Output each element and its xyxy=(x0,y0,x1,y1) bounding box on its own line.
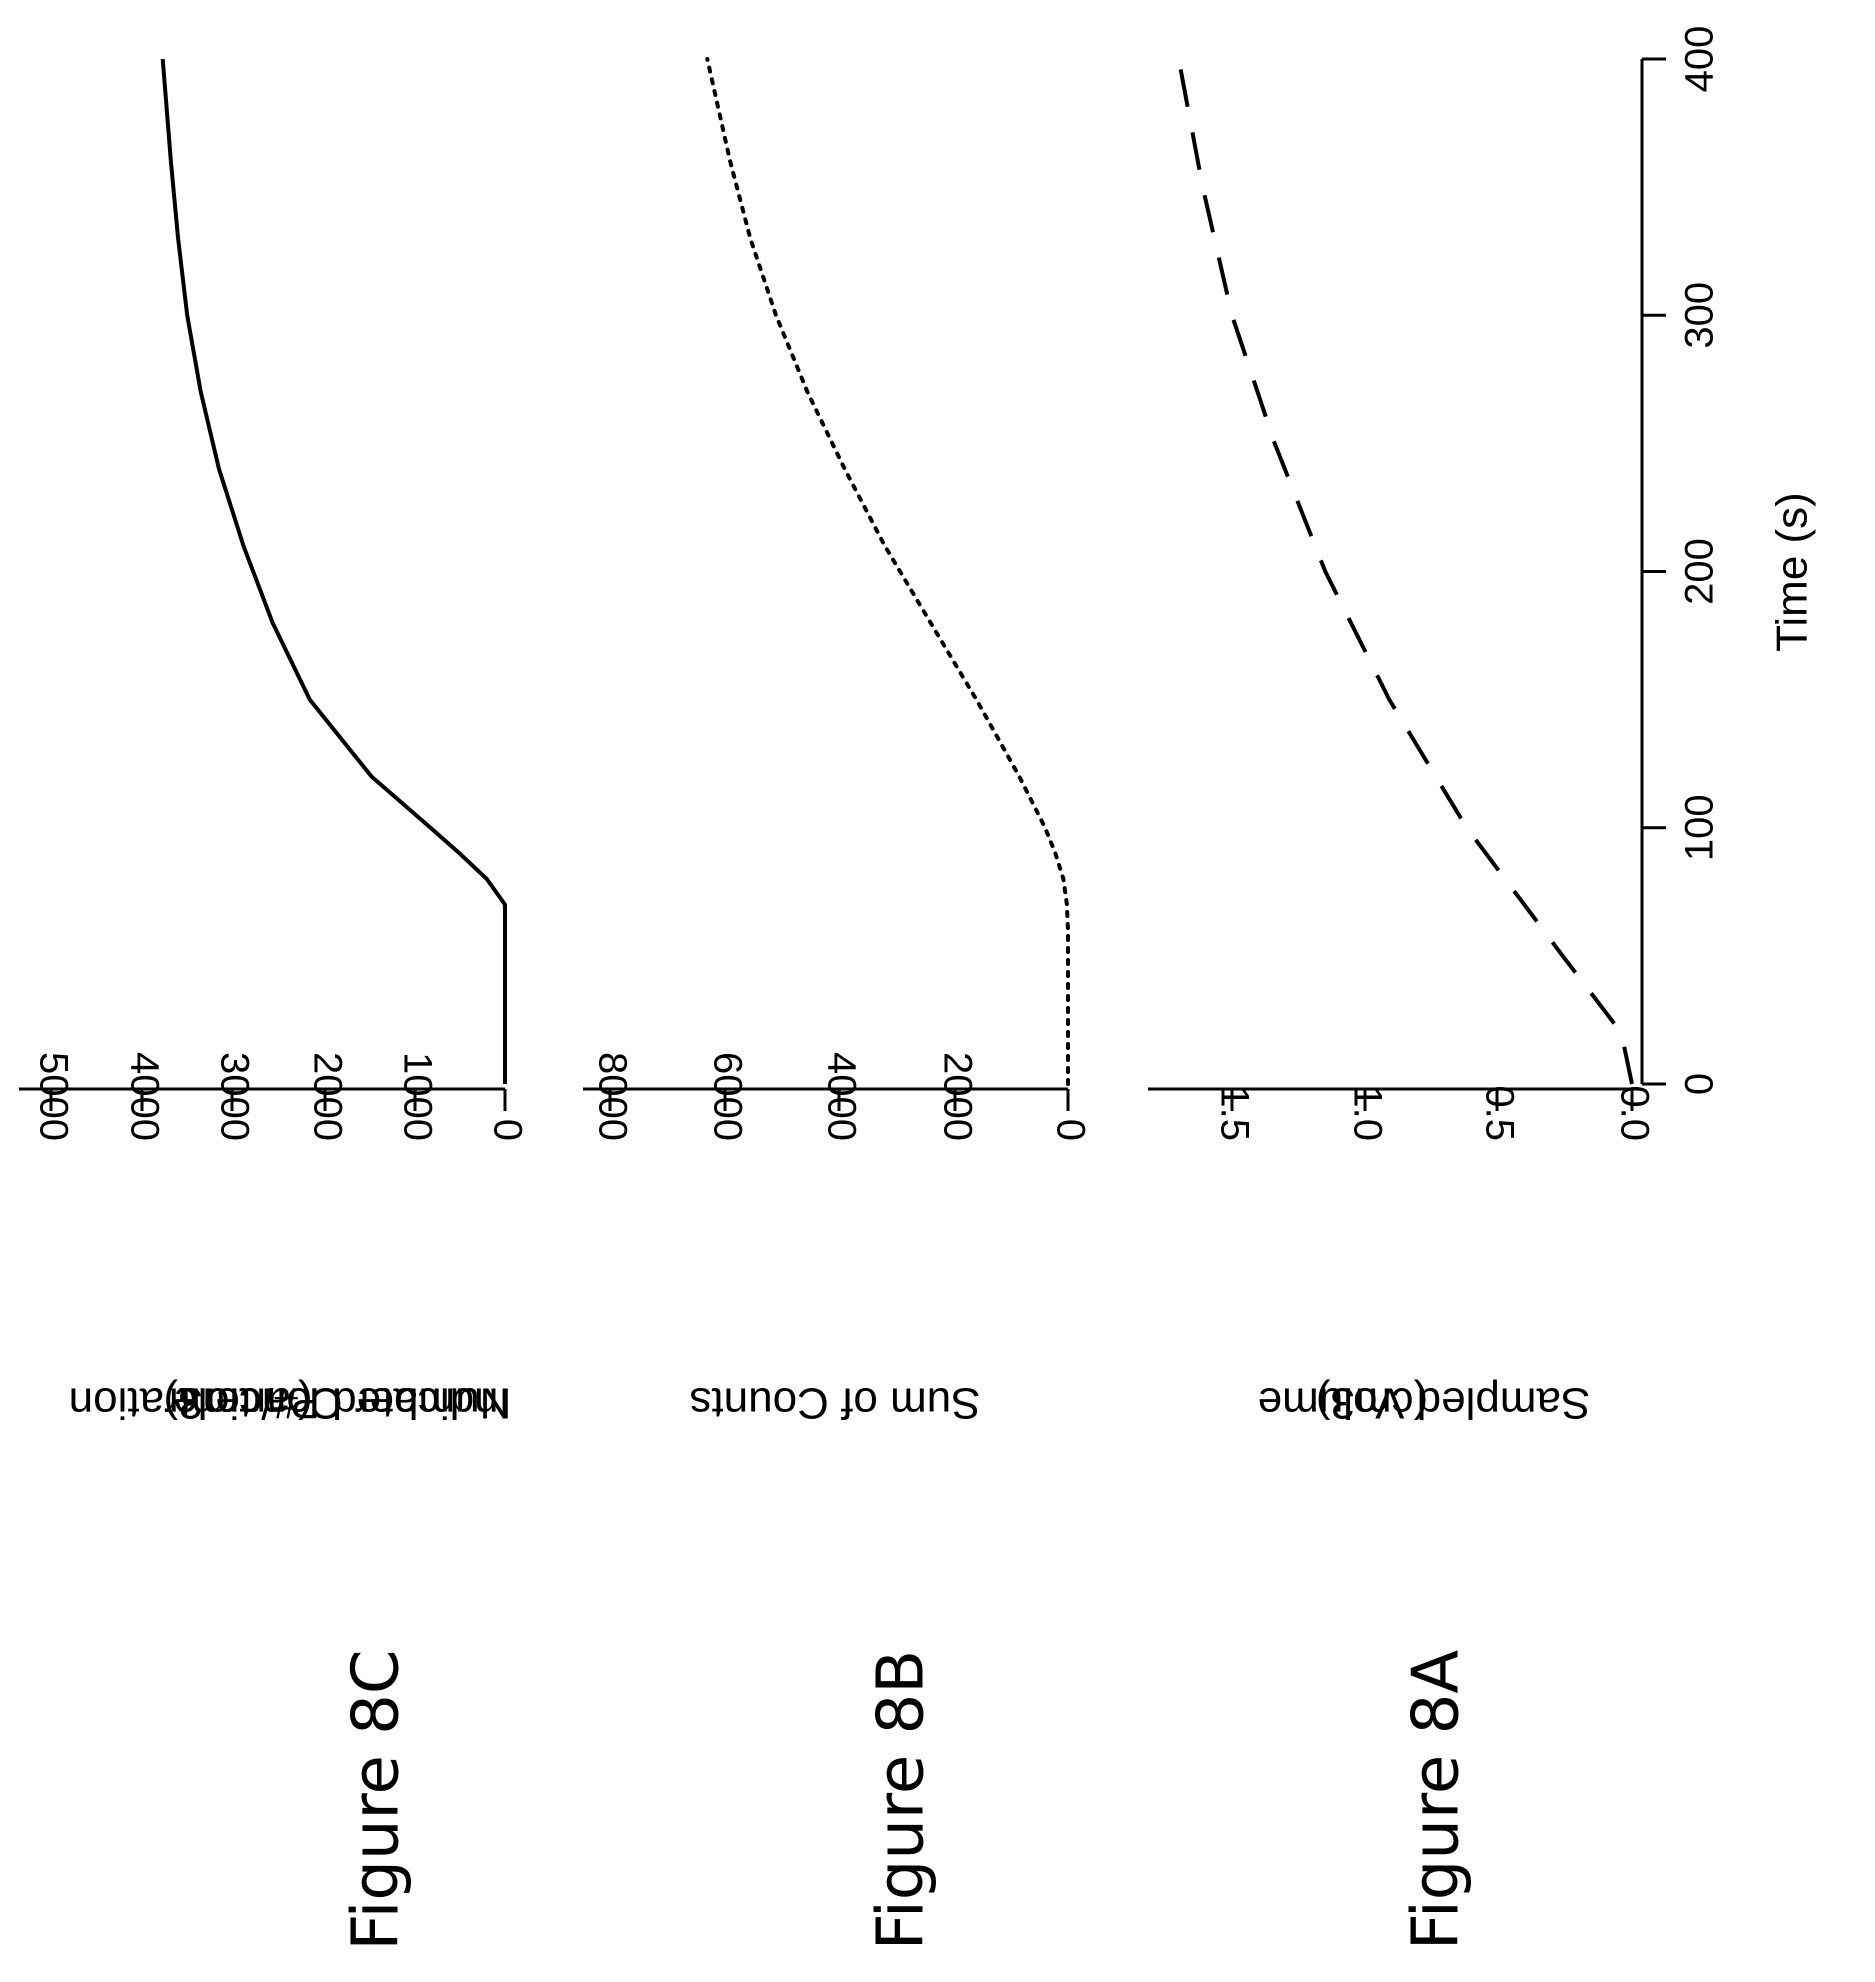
time-tick-label: 200 xyxy=(1678,538,1722,605)
value-tick-label: 1.0 xyxy=(1345,1085,1389,1141)
value-tick-label: 1.5 xyxy=(1212,1085,1256,1141)
value-axis-label: Sum of Counts xyxy=(689,1378,980,1427)
value-tick-label: 5000 xyxy=(31,1052,75,1141)
value-axis-label: (cm3) xyxy=(1316,1378,1428,1427)
value-axis-label: (#/cm3) xyxy=(163,1378,312,1427)
figure-label: Figure 8C xyxy=(340,1649,414,1950)
panel-figure-8a: 0.0 0.5 1.0 1.5 Sampled Volume(cm3) xyxy=(1148,58,1656,1427)
value-tick-label: 0 xyxy=(485,1119,529,1141)
value-tick-label: 2000 xyxy=(305,1052,349,1141)
value-axis-label: Sampled Volume xyxy=(1258,1378,1591,1427)
panel-figure-8c: 0 1000 2000 3000 4000 5000 Indicated ParticleN… xyxy=(19,58,529,1427)
time-axis: 0 100 200 300 400 Time (s) xyxy=(1640,26,1817,1095)
figure-label: Figure 8B xyxy=(865,1650,939,1950)
value-tick-label: 2000 xyxy=(935,1052,979,1141)
value-tick-label: 6000 xyxy=(705,1052,749,1141)
value-tick-label: 0.5 xyxy=(1477,1085,1521,1141)
data-series-line xyxy=(1176,58,1634,1085)
value-tick-label: 4000 xyxy=(122,1052,166,1141)
time-axis-label: Time (s) xyxy=(1768,492,1817,652)
value-tick-label: 4000 xyxy=(819,1052,863,1141)
time-tick-label: 0 xyxy=(1678,1073,1722,1095)
value-tick-label: 0.0 xyxy=(1612,1085,1656,1141)
time-tick-label: 100 xyxy=(1678,794,1722,861)
time-tick-label: 400 xyxy=(1678,26,1722,93)
value-tick-label: 3000 xyxy=(212,1052,256,1141)
value-axis-label: Number Concentration xyxy=(69,1378,512,1427)
data-series-line xyxy=(705,57,1070,1086)
figure-labels: Figure 8C Figure 8B Figure 8A xyxy=(340,1649,1474,1950)
figure-label: Figure 8A xyxy=(1400,1650,1474,1950)
value-tick-label: 0 xyxy=(1048,1119,1092,1141)
panel-figure-8b: 0 2000 4000 6000 8000 Sum of Counts xyxy=(583,57,1092,1427)
data-series-line xyxy=(160,58,507,1084)
value-axis-label: Indicated Particle xyxy=(173,1378,511,1427)
value-tick-label: 8000 xyxy=(590,1052,634,1141)
value-tick-label: 1000 xyxy=(395,1052,439,1141)
time-tick-label: 300 xyxy=(1678,282,1722,349)
